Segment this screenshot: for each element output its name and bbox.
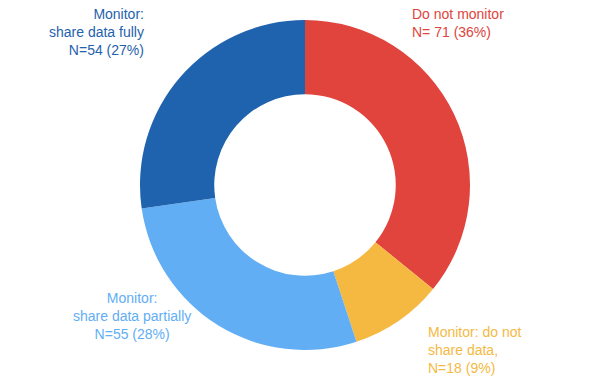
svg-text:Monitor: do notshare data,N=18: Monitor: do notshare data,N=18 (9%)	[428, 324, 521, 376]
svg-text:Monitor:share data partiallyN=: Monitor:share data partiallyN=55 (28%)	[73, 290, 191, 342]
svg-text:Monitor:share data fullyN=54 (: Monitor:share data fullyN=54 (27%)	[49, 6, 144, 58]
svg-text:Do not monitorN= 71 (36%): Do not monitorN= 71 (36%)	[412, 6, 504, 40]
